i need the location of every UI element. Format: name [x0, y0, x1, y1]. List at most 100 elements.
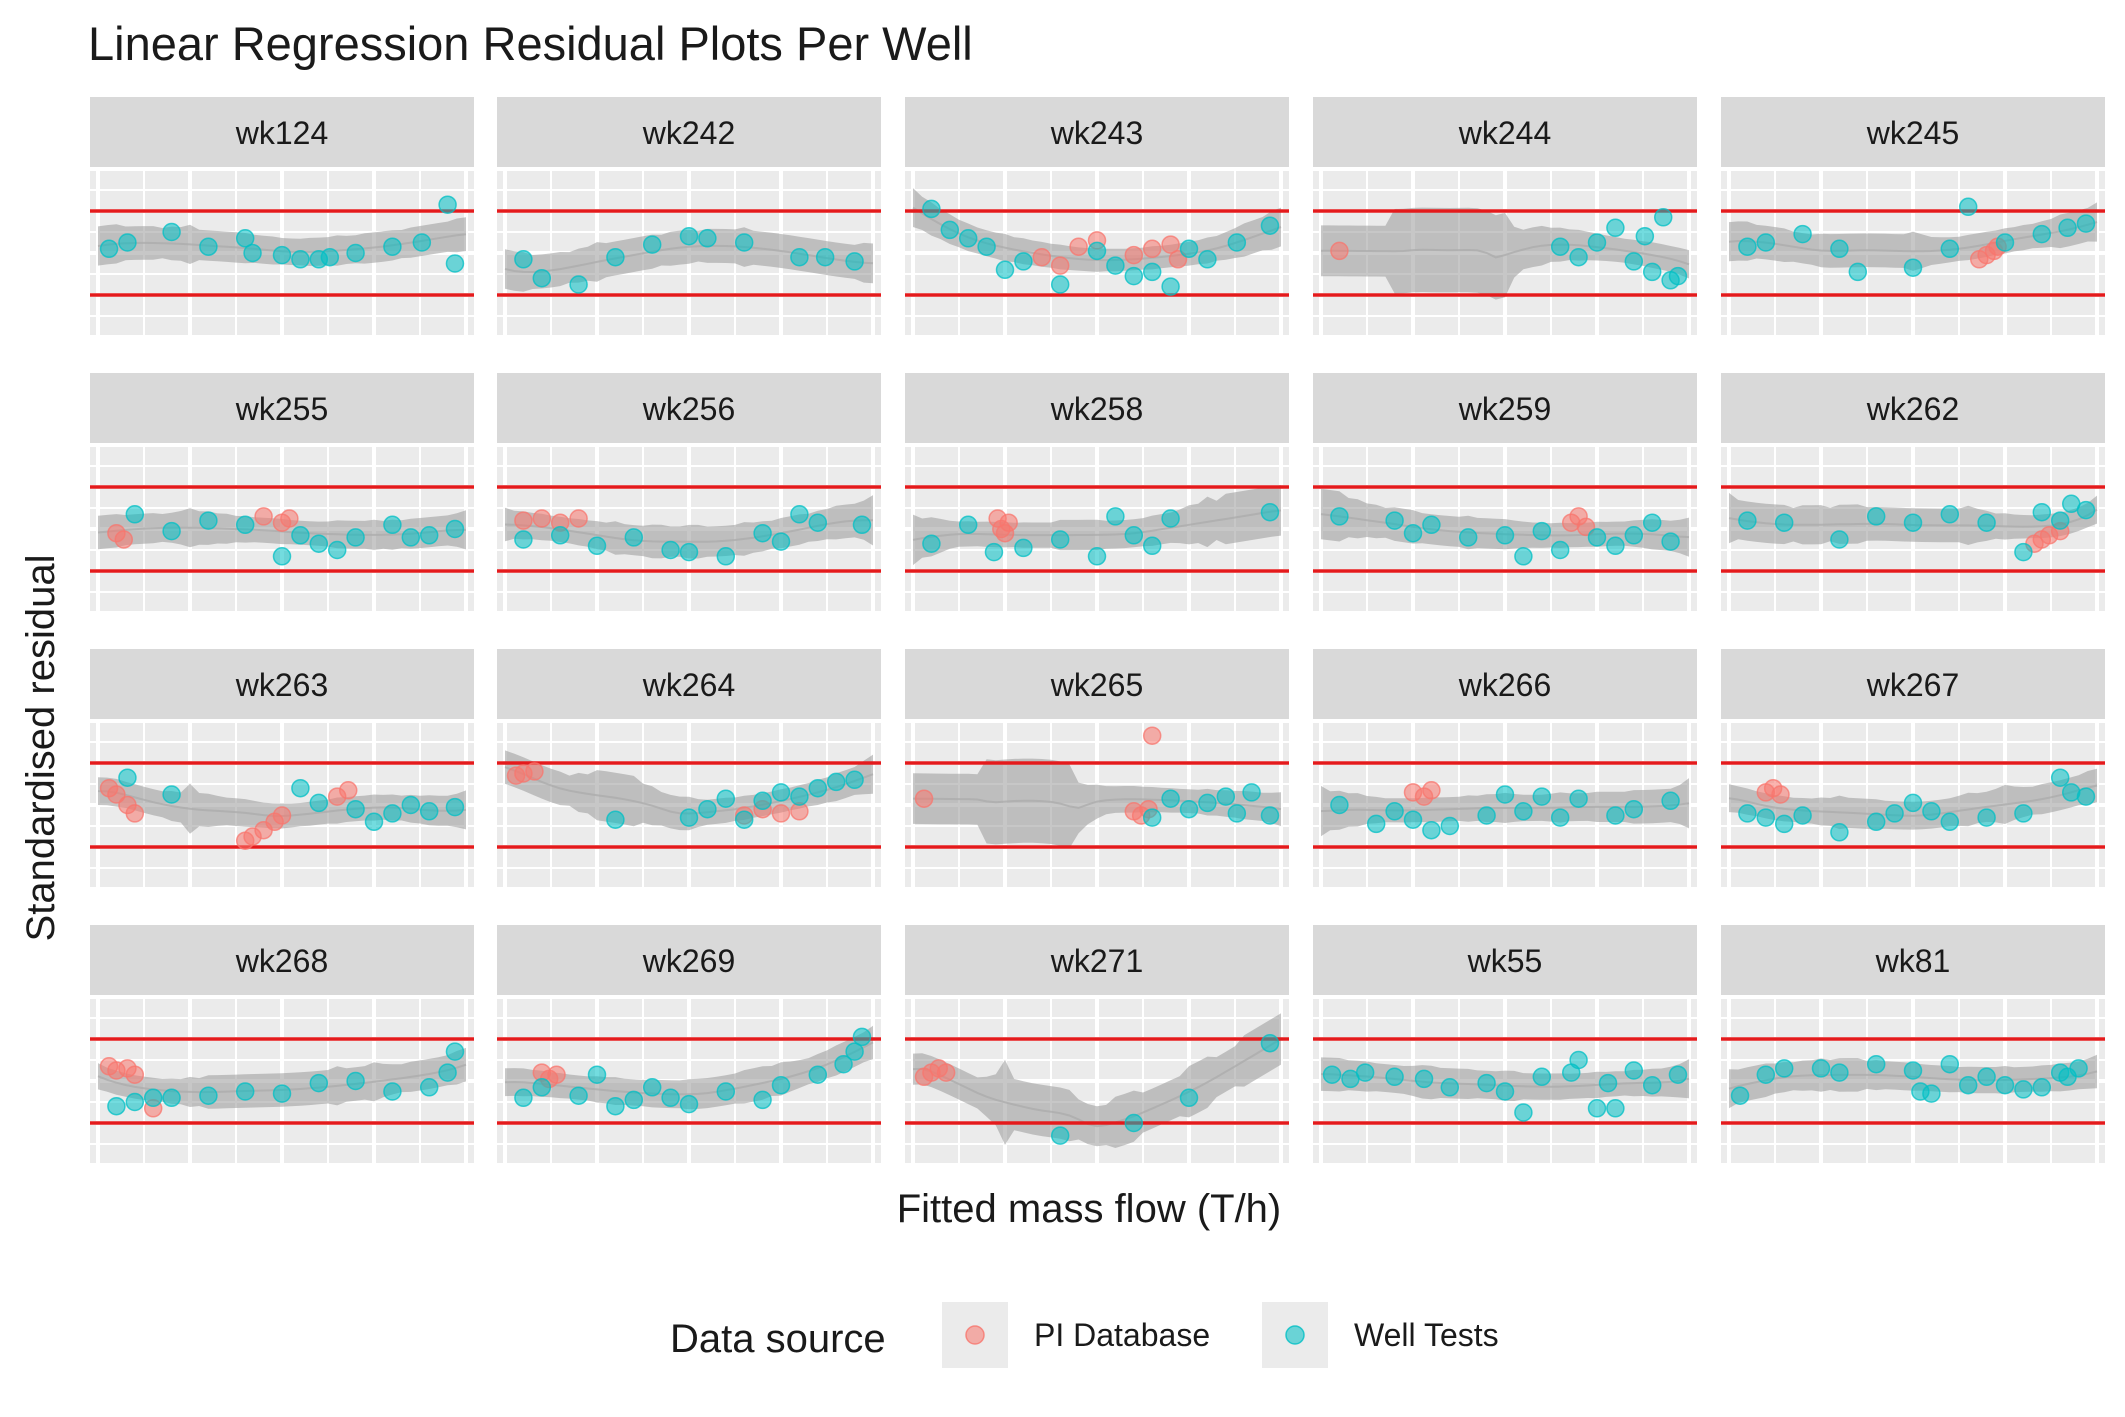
point-well-tests-wk267: [2076, 787, 2096, 806]
point-pi-database-wk268: [125, 1065, 145, 1084]
point-well-tests-wk81: [1730, 1086, 1750, 1105]
point-well-tests-wk255: [272, 547, 292, 566]
y-axis-title: Standardised residual: [19, 555, 63, 942]
point-well-tests-wk262: [1866, 507, 1886, 526]
point-well-tests-wk243: [1124, 266, 1144, 286]
point-well-tests-wk81: [1866, 1054, 1886, 1074]
point-well-tests-wk262: [2050, 511, 2070, 530]
facet-strip-wk259: [1313, 373, 1697, 445]
point-well-tests-wk266: [1569, 789, 1588, 808]
point-well-tests-wk256: [661, 540, 680, 560]
point-pi-database-wk244: [1330, 241, 1349, 261]
point-well-tests-wk124: [118, 233, 137, 252]
point-well-tests-wk264: [771, 783, 791, 802]
point-well-tests-wk264: [698, 799, 717, 819]
point-well-tests-wk256: [771, 532, 791, 551]
point-well-tests-wk263: [364, 812, 384, 832]
point-well-tests-wk259: [1422, 515, 1441, 535]
point-well-tests-wk244: [1550, 237, 1570, 256]
point-well-tests-wk262: [1903, 513, 1923, 532]
smooth-band-wk245: [1729, 202, 2097, 271]
point-well-tests-wk245: [1793, 224, 1812, 244]
point-well-tests-wk245: [1848, 262, 1868, 282]
point-well-tests-wk124: [162, 222, 181, 242]
facet-strip-wk124: [90, 97, 474, 169]
point-well-tests-wk258: [1161, 509, 1180, 528]
facet-label-wk263: wk263: [235, 667, 329, 703]
point-well-tests-wk242: [815, 247, 835, 267]
point-well-tests-wk258: [1050, 530, 1070, 549]
point-well-tests-wk256: [716, 547, 736, 566]
point-well-tests-wk269: [852, 1027, 872, 1047]
point-well-tests-wk269: [716, 1082, 736, 1101]
point-well-tests-wk268: [346, 1071, 365, 1091]
point-pi-database-wk265: [914, 789, 934, 808]
point-well-tests-wk268: [309, 1073, 329, 1093]
point-well-tests-wk263: [383, 804, 402, 823]
point-well-tests-wk264: [734, 810, 754, 829]
point-well-tests-wk259: [1624, 526, 1644, 545]
point-well-tests-wk81: [2032, 1078, 2052, 1097]
point-well-tests-wk244: [1635, 226, 1655, 246]
smooth-line-wk271: [912, 1038, 1282, 1128]
facet-label-wk266: wk266: [1458, 667, 1552, 703]
point-well-tests-wk243: [1087, 241, 1107, 261]
point-well-tests-wk269: [569, 1086, 588, 1105]
point-well-tests-wk267: [1866, 812, 1886, 832]
point-well-tests-wk55: [1587, 1099, 1607, 1118]
point-pi-database-wk264: [525, 762, 544, 781]
point-well-tests-wk81: [1977, 1067, 1996, 1087]
point-well-tests-wk243: [1014, 252, 1033, 271]
point-pi-database-wk256: [532, 509, 552, 528]
point-well-tests-wk243: [1227, 233, 1247, 252]
facet-strip-wk263: [90, 649, 474, 721]
point-well-tests-wk244: [1606, 218, 1625, 238]
point-pi-database-wk243: [1124, 245, 1144, 265]
point-well-tests-wk259: [1661, 532, 1680, 551]
point-well-tests-wk258: [1014, 538, 1033, 558]
smooth-band-wk258: [913, 485, 1281, 566]
point-well-tests-wk265: [1216, 787, 1236, 806]
point-well-tests-wk255: [419, 526, 439, 545]
point-well-tests-wk258: [1087, 547, 1107, 566]
point-well-tests-wk258: [958, 515, 978, 535]
point-well-tests-wk269: [845, 1042, 864, 1061]
point-well-tests-wk255: [346, 528, 365, 547]
legend-marker-well-tests: [1285, 1325, 1305, 1345]
point-well-tests-wk256: [852, 515, 872, 535]
facet-strip-wk271: [905, 925, 1289, 997]
point-well-tests-wk259: [1587, 528, 1607, 547]
facet-strip-wk269: [497, 925, 881, 997]
point-well-tests-wk264: [845, 770, 864, 790]
point-well-tests-wk266: [1330, 795, 1349, 815]
point-well-tests-wk266: [1366, 814, 1386, 834]
point-well-tests-wk55: [1322, 1065, 1342, 1084]
point-well-tests-wk259: [1606, 536, 1625, 556]
point-well-tests-wk265: [1179, 799, 1199, 819]
point-well-tests-wk81: [1922, 1084, 1941, 1103]
point-well-tests-wk262: [1977, 513, 1996, 532]
point-well-tests-wk243: [922, 199, 941, 219]
point-well-tests-wk124: [412, 233, 432, 252]
point-well-tests-wk269: [587, 1065, 607, 1084]
point-well-tests-wk268: [438, 1063, 457, 1082]
point-well-tests-wk124: [445, 254, 465, 273]
point-well-tests-wk244: [1642, 262, 1662, 282]
smooth-band-wk55: [1321, 1057, 1689, 1101]
point-well-tests-wk263: [291, 778, 310, 798]
point-well-tests-wk264: [606, 810, 625, 829]
point-well-tests-wk255: [291, 526, 310, 545]
point-pi-database-wk263: [272, 806, 292, 825]
smooth-line-wk267: [1728, 784, 2098, 817]
point-well-tests-wk243: [1106, 256, 1125, 275]
point-well-tests-wk81: [2014, 1080, 2033, 1099]
point-well-tests-wk55: [1624, 1061, 1644, 1080]
point-well-tests-wk81: [1811, 1059, 1831, 1078]
point-pi-database-wk255: [114, 530, 134, 549]
point-pi-database-wk243: [1069, 237, 1088, 256]
point-well-tests-wk263: [309, 793, 329, 813]
facet-label-wk269: wk269: [642, 943, 736, 979]
point-well-tests-wk55: [1440, 1078, 1460, 1097]
point-well-tests-wk242: [606, 247, 625, 267]
facet-strip-wk266: [1313, 649, 1697, 721]
